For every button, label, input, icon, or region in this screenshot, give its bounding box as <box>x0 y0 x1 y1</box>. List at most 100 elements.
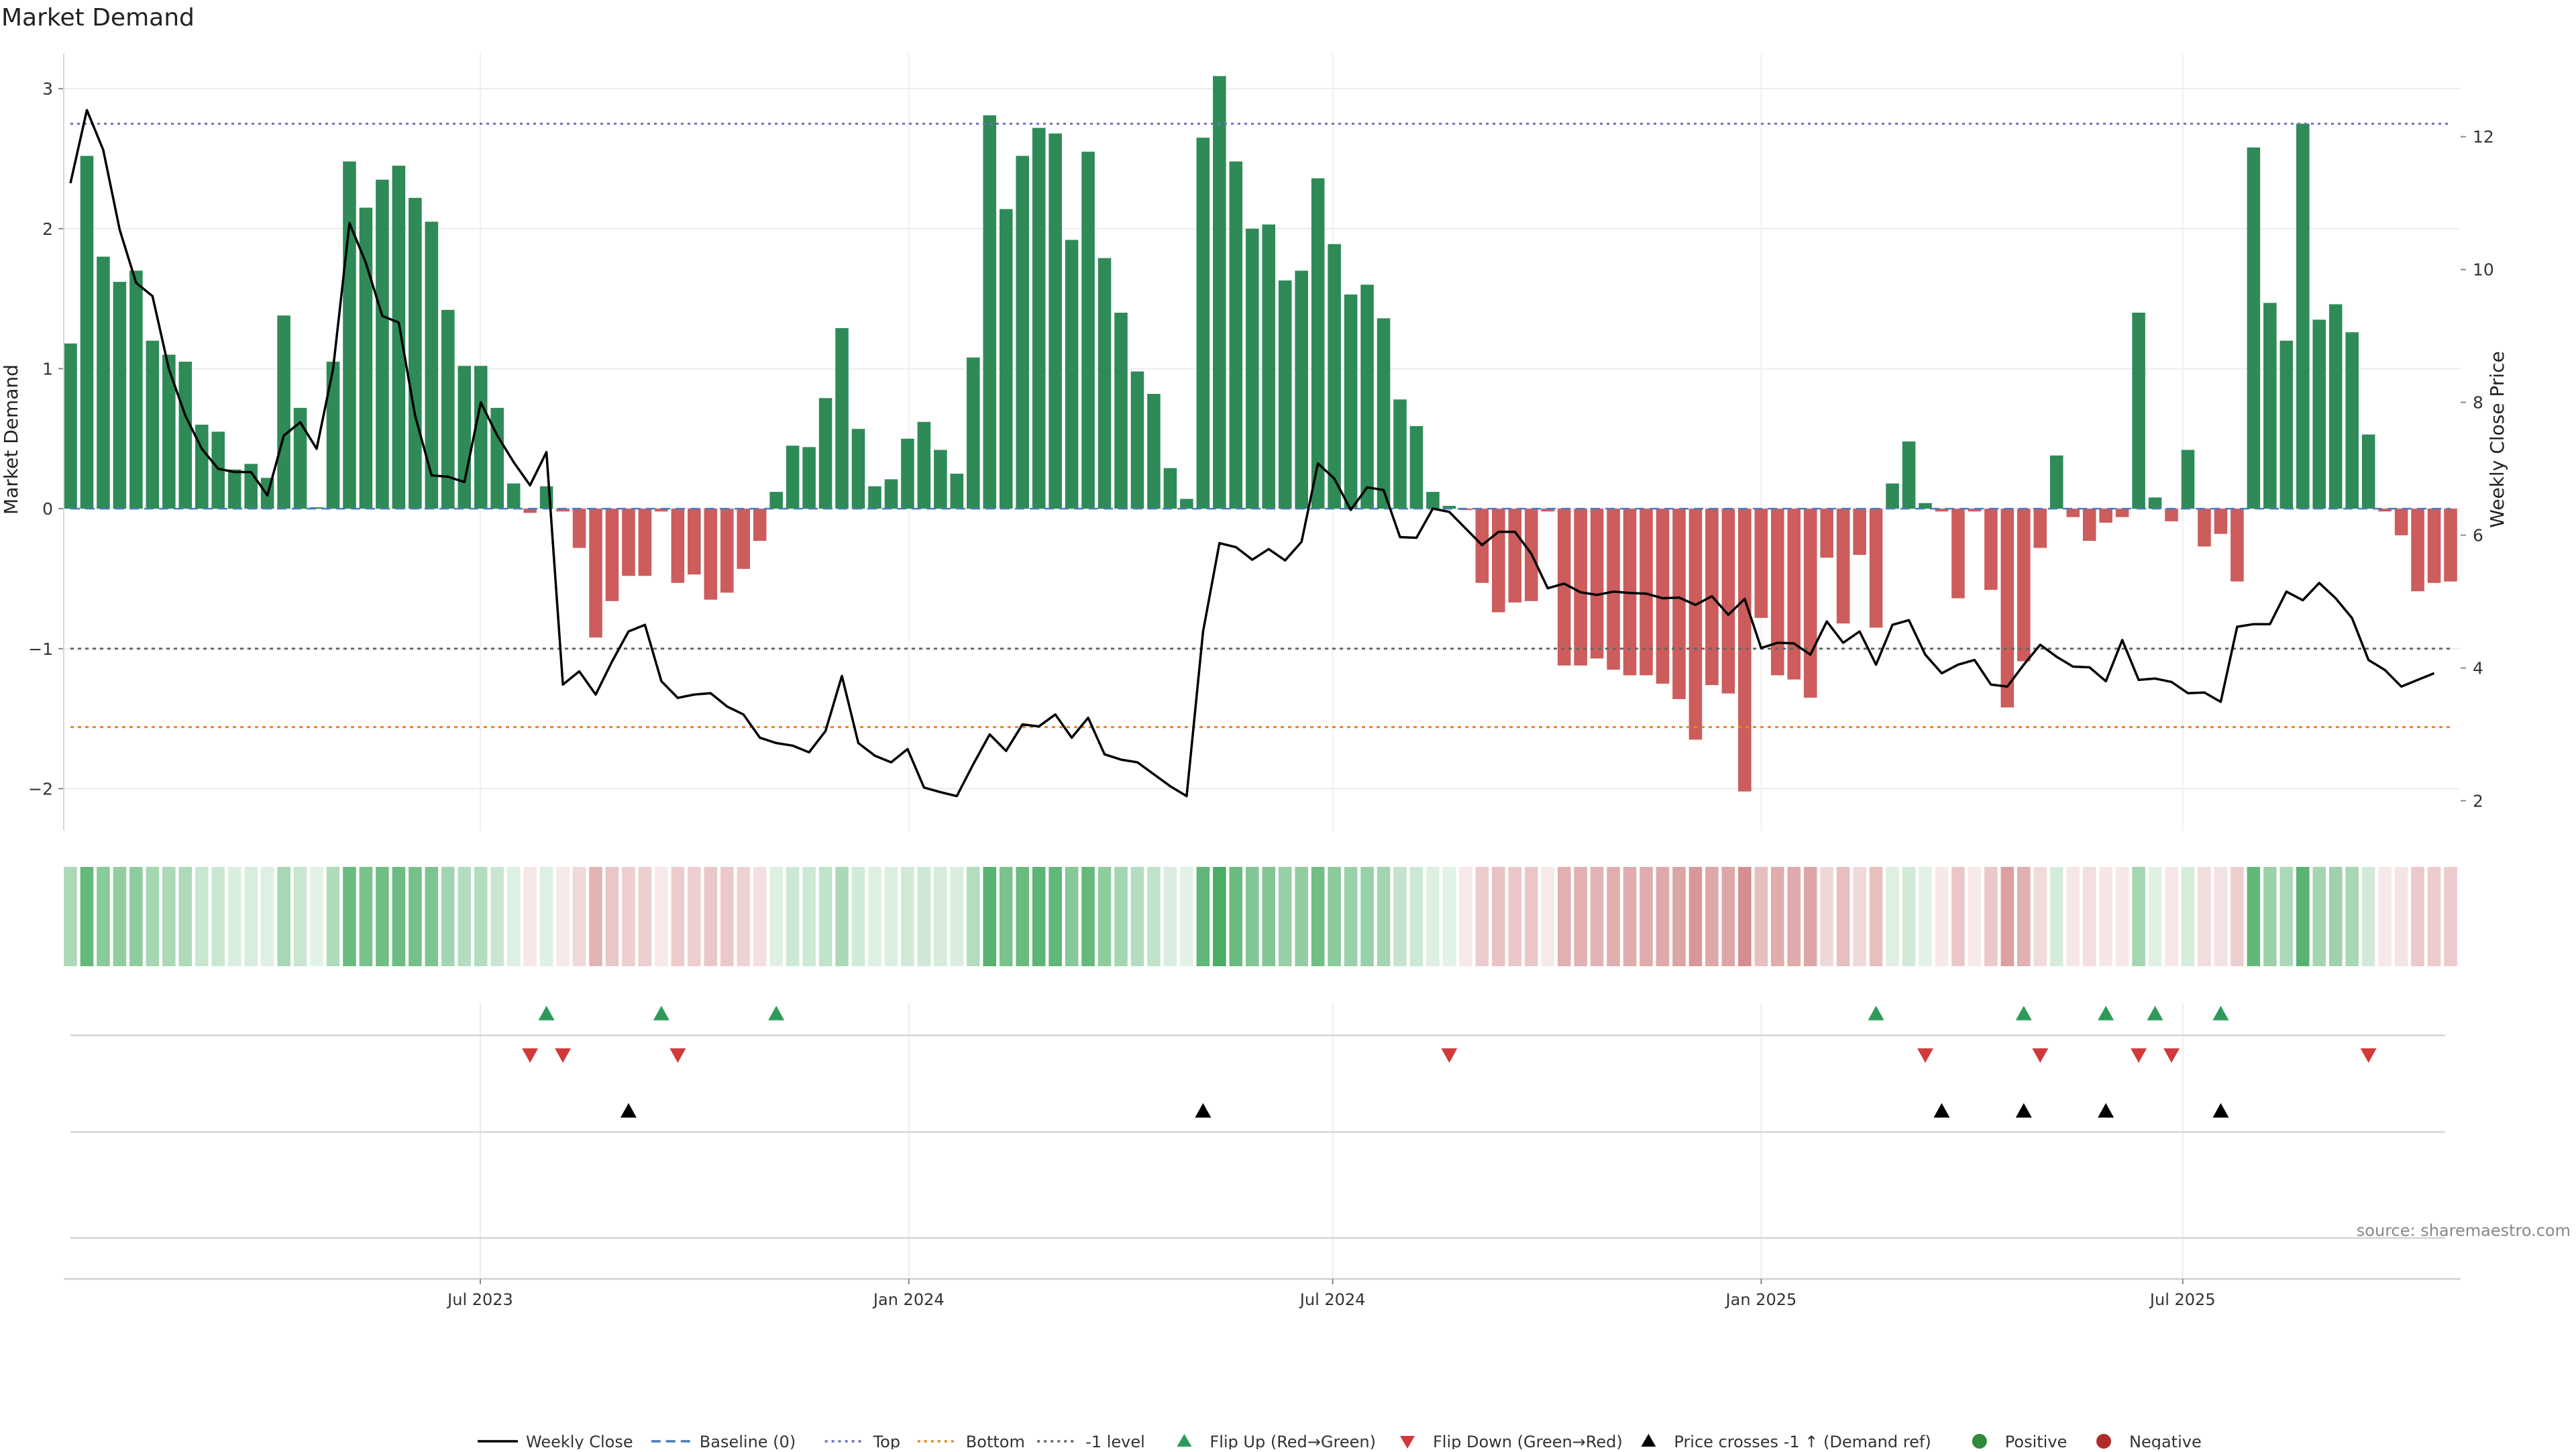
heat-cell <box>884 867 898 966</box>
demand-bar <box>835 327 849 509</box>
heat-cell <box>2066 867 2080 966</box>
demand-bar <box>605 509 619 601</box>
legend-label: Baseline (0) <box>700 1433 796 1449</box>
demand-bar <box>244 464 258 509</box>
demand-bar <box>753 509 767 541</box>
heat-cell <box>2411 867 2424 966</box>
demand-heat-strip <box>64 867 2457 966</box>
y-tick-label-left: −1 <box>28 639 53 659</box>
demand-bar <box>490 407 504 509</box>
heat-cell <box>769 867 783 966</box>
heat-cell <box>227 867 241 966</box>
legend-swatch <box>1972 1434 1987 1449</box>
demand-bar <box>671 509 685 583</box>
heat-cell <box>80 867 94 966</box>
legend-item: Positive <box>1972 1433 2067 1451</box>
demand-bar <box>1360 284 1374 509</box>
heat-cell <box>688 867 701 966</box>
demand-bar <box>2263 303 2277 509</box>
chart-title: Market Demand <box>1 4 195 32</box>
heat-cell <box>523 867 537 966</box>
heat-cell <box>1607 867 1620 966</box>
demand-bar <box>1820 509 1833 558</box>
legend-item: Price crosses -1 ↑ (Demand ref) <box>1641 1433 1931 1451</box>
flip-down-marker <box>2360 1048 2377 1063</box>
heat-cell <box>2049 867 2063 966</box>
demand-bar <box>1754 509 1768 618</box>
demand-bar <box>1130 371 1144 509</box>
x-tick-label: Jan 2025 <box>1725 1290 1797 1309</box>
heat-cell <box>622 867 635 966</box>
demand-bar <box>2247 147 2261 509</box>
heat-cell <box>1935 867 1949 966</box>
flip-down-marker <box>669 1048 686 1063</box>
legend-swatch <box>1641 1434 1656 1447</box>
legend-item: Top <box>824 1433 900 1451</box>
heat-cell <box>409 867 422 966</box>
demand-bar <box>195 424 209 509</box>
demand-bar <box>1770 509 1784 676</box>
x-axis: Jul 2023 Jan 2024 Jul 2024 Jan 2025 Jul 2025 <box>64 1278 2461 1309</box>
demand-bar <box>1016 156 1029 509</box>
legend-item: Bottom <box>917 1433 1025 1451</box>
heat-cell <box>1623 867 1637 966</box>
demand-bar <box>2279 340 2294 509</box>
heat-cell <box>1492 867 1505 966</box>
heat-cell <box>1442 867 1456 966</box>
heat-cell <box>1196 867 1210 966</box>
heat-cell <box>1705 867 1719 966</box>
heat-cell <box>835 867 849 966</box>
flip-down-marker <box>2032 1048 2049 1063</box>
heat-cell <box>720 867 734 966</box>
demand-bar <box>884 479 898 509</box>
y-tick-label-left: 3 <box>42 79 53 99</box>
heat-cell <box>1640 867 1653 966</box>
legend-item: Flip Up (Red→Green) <box>1177 1433 1376 1451</box>
legend-label: Bottom <box>966 1433 1025 1449</box>
heat-cell <box>506 867 521 966</box>
demand-bar <box>1163 468 1177 509</box>
y-axis-label-right: Weekly Close Price <box>2486 351 2508 527</box>
y-tick-label-left: 0 <box>42 499 53 519</box>
heat-cell <box>2345 867 2359 966</box>
heat-cell <box>1081 867 1095 966</box>
heat-cell <box>1213 867 1226 966</box>
y-axis-label-left: Market Demand <box>0 364 22 515</box>
demand-bar <box>2115 509 2129 517</box>
heat-cell <box>1475 867 1489 966</box>
heat-cell <box>490 867 504 966</box>
demand-bar <box>2165 509 2178 521</box>
heat-cell <box>2394 867 2408 966</box>
heat-cell <box>1147 867 1161 966</box>
legend: Weekly Close Baseline (0) Top Bottom -1 leve… <box>478 1433 2202 1451</box>
heat-cell <box>2033 867 2047 966</box>
demand-bar <box>162 354 176 509</box>
demand-bar <box>688 509 701 575</box>
demand-bar <box>277 315 290 509</box>
flip-down-marker <box>522 1048 539 1063</box>
demand-bar <box>1147 394 1161 509</box>
heat-cell <box>2181 867 2195 966</box>
price-cross-marker <box>1933 1103 1950 1118</box>
weekly-close-series <box>69 109 2435 798</box>
heat-cell <box>425 867 439 966</box>
demand-bar <box>359 207 373 509</box>
demand-bar <box>227 469 241 509</box>
heat-cell <box>178 867 193 966</box>
heat-cell <box>2279 867 2294 966</box>
demand-bar <box>1278 280 1292 509</box>
heat-cell <box>1311 867 1325 966</box>
heat-cell <box>1836 867 1850 966</box>
heat-cell <box>1344 867 1358 966</box>
demand-bar <box>425 221 439 509</box>
demand-bar <box>950 473 964 509</box>
heat-cell <box>868 867 881 966</box>
demand-bar <box>2312 319 2326 509</box>
heat-cell <box>589 867 602 966</box>
demand-bar <box>934 450 947 509</box>
heat-cell <box>1557 867 1571 966</box>
demand-bar <box>720 509 734 593</box>
demand-bar <box>999 209 1013 509</box>
demand-bar <box>622 509 635 576</box>
demand-bar <box>1344 294 1358 509</box>
